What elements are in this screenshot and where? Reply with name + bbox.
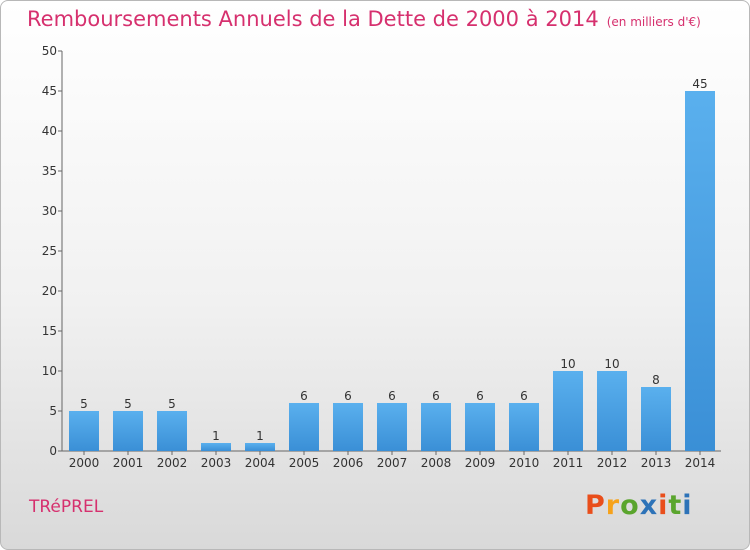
x-tick-label: 2008 xyxy=(421,456,452,470)
y-tick-label: 10 xyxy=(42,364,57,378)
bar-value-label: 6 xyxy=(388,389,396,403)
bar-value-label: 1 xyxy=(212,429,220,443)
x-tick-label: 2007 xyxy=(377,456,408,470)
y-tick-label: 25 xyxy=(42,244,57,258)
bar xyxy=(509,403,539,451)
logo-letter: o xyxy=(620,490,640,521)
bar-value-label: 1 xyxy=(256,429,264,443)
bar-value-label: 6 xyxy=(432,389,440,403)
bar-value-label: 45 xyxy=(692,77,707,91)
bar-value-label: 6 xyxy=(344,389,352,403)
x-tick-label: 2000 xyxy=(69,456,100,470)
bar xyxy=(465,403,495,451)
bar xyxy=(421,403,451,451)
bar-value-label: 10 xyxy=(560,357,575,371)
chart-title-text: Remboursements Annuels de la Dette de 20… xyxy=(27,7,599,31)
bar xyxy=(69,411,99,451)
logo-letter: r xyxy=(605,490,621,521)
x-tick-label: 2006 xyxy=(333,456,364,470)
bar xyxy=(201,443,231,451)
logo-letter: x xyxy=(639,490,659,521)
x-tick-label: 2009 xyxy=(465,456,496,470)
bar-value-label: 5 xyxy=(168,397,176,411)
bar xyxy=(245,443,275,451)
y-tick-label: 30 xyxy=(42,204,57,218)
y-tick-label: 35 xyxy=(42,164,57,178)
bar xyxy=(289,403,319,451)
x-tick-label: 2002 xyxy=(157,456,188,470)
logo-letter: i xyxy=(682,490,693,521)
x-tick-label: 2001 xyxy=(113,456,144,470)
x-tick-label: 2010 xyxy=(509,456,540,470)
bar xyxy=(377,403,407,451)
bar-value-label: 10 xyxy=(604,357,619,371)
y-tick-label: 5 xyxy=(49,404,57,418)
x-tick-label: 2005 xyxy=(289,456,320,470)
y-tick-label: 50 xyxy=(42,44,57,58)
bar xyxy=(553,371,583,451)
bar xyxy=(685,91,715,451)
bar-value-label: 6 xyxy=(300,389,308,403)
bar xyxy=(113,411,143,451)
town-name: TRéPREL xyxy=(29,497,104,517)
y-tick-label: 20 xyxy=(42,284,57,298)
bar-value-label: 5 xyxy=(80,397,88,411)
bar-value-label: 6 xyxy=(520,389,528,403)
x-tick-label: 2011 xyxy=(553,456,584,470)
bar-value-label: 6 xyxy=(476,389,484,403)
y-tick-label: 40 xyxy=(42,124,57,138)
x-tick-label: 2004 xyxy=(245,456,276,470)
logo-letter: t xyxy=(668,490,683,521)
y-tick-label: 15 xyxy=(42,324,57,338)
x-tick-label: 2013 xyxy=(641,456,672,470)
bar xyxy=(597,371,627,451)
bar xyxy=(641,387,671,451)
bar-value-label: 5 xyxy=(124,397,132,411)
bar xyxy=(333,403,363,451)
chart-subtitle: (en milliers d'€) xyxy=(606,15,701,29)
y-tick-label: 45 xyxy=(42,84,57,98)
bar-value-label: 8 xyxy=(652,373,660,387)
y-tick-label: 0 xyxy=(49,444,57,458)
x-tick-label: 2003 xyxy=(201,456,232,470)
proxiti-logo: Proxiti xyxy=(585,490,693,521)
x-tick-label: 2012 xyxy=(597,456,628,470)
bar xyxy=(157,411,187,451)
logo-letter: P xyxy=(585,490,606,521)
chart-title: Remboursements Annuels de la Dette de 20… xyxy=(27,7,701,31)
logo-letter: i xyxy=(658,490,669,521)
x-tick-label: 2014 xyxy=(685,456,716,470)
